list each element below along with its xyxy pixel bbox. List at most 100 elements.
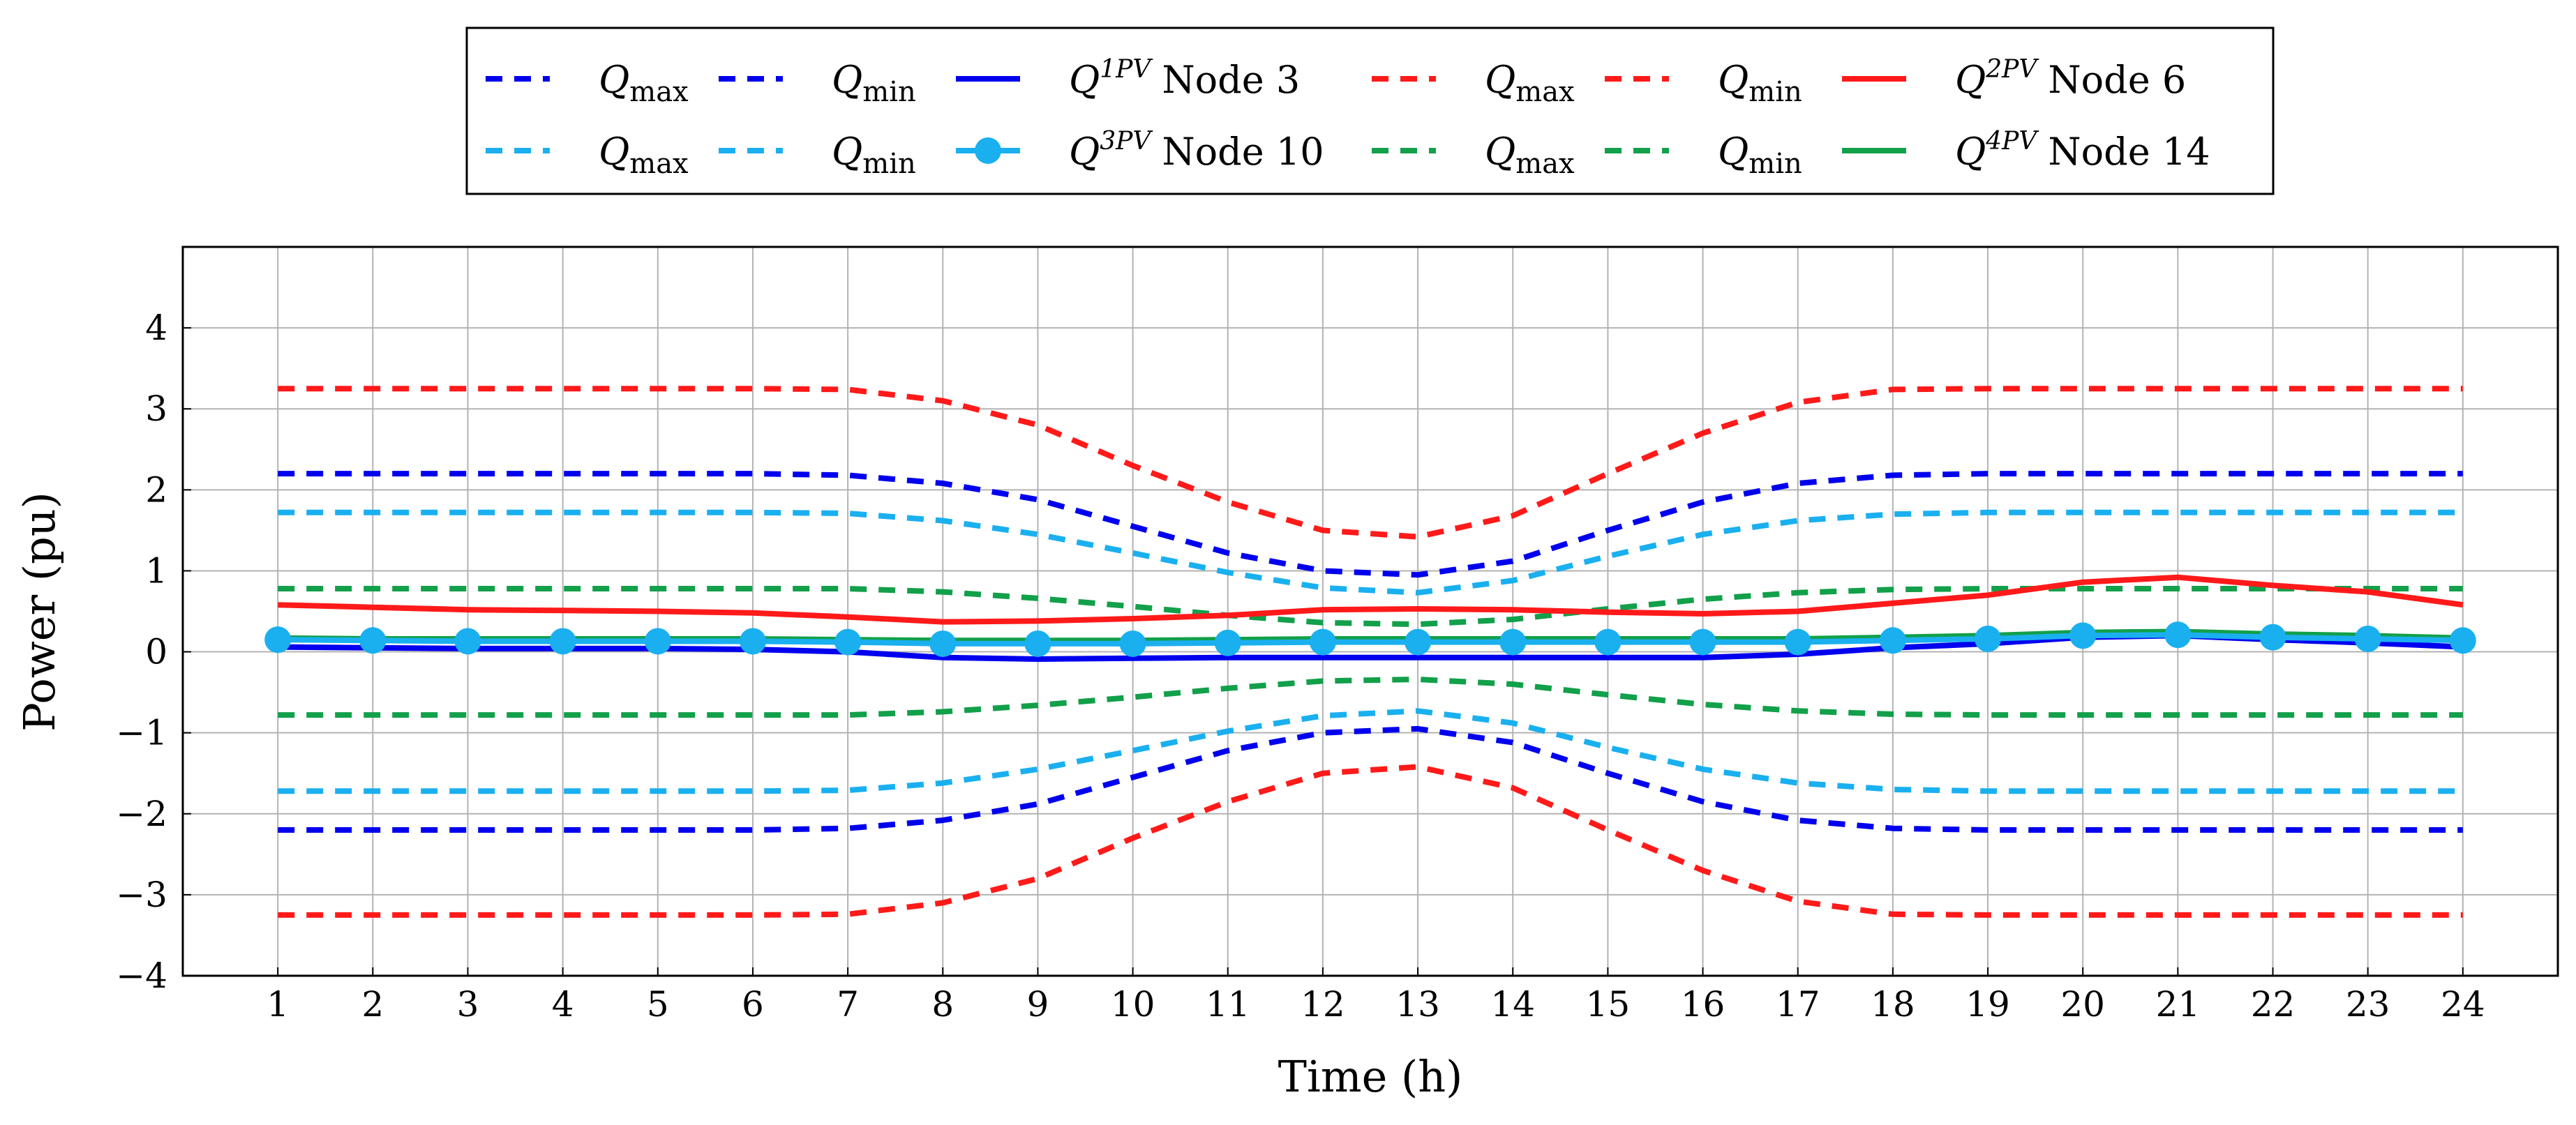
legend-symbol: Q — [832, 130, 862, 174]
series-line-q-min-node-6 — [278, 764, 2463, 918]
legend-entry: Qmax — [486, 58, 689, 108]
legend-subscript: min — [1748, 76, 1802, 108]
x-tick-label: 15 — [1586, 984, 1631, 1025]
x-tick-label: 18 — [1871, 984, 1915, 1025]
series-point-q3pv-node-10-node-10 — [1405, 628, 1432, 656]
x-tick-label: 8 — [931, 984, 954, 1025]
legend-label: Qmin — [832, 58, 916, 108]
legend-subscript: max — [1515, 76, 1575, 108]
legend-label: Qmin — [1718, 58, 1802, 108]
legend-entry: Q3PV Node 10 — [956, 127, 1324, 174]
series-point-q3pv-node-10-node-10 — [2449, 627, 2476, 654]
series-point-q3pv-node-10-node-10 — [739, 628, 766, 655]
x-tick-label: 3 — [457, 984, 479, 1025]
y-axis-title: Power (pu) — [14, 492, 65, 732]
legend-label: Qmax — [1485, 58, 1575, 108]
legend: Qmax Qmin Q1PV Node 3 Qmax Qmin Q2PV Node 6Qmax… — [486, 55, 2210, 180]
series-point-q3pv-node-10-node-10 — [929, 630, 957, 657]
series-line-q-max-node-10 — [278, 509, 2463, 596]
legend-subscript: max — [629, 148, 689, 180]
legend-label: Qmax — [599, 130, 689, 180]
series-point-q3pv-node-10-node-10 — [1499, 628, 1527, 656]
legend-symbol: Q — [1069, 58, 1100, 102]
x-tick-label: 20 — [2060, 984, 2105, 1025]
legend-symbol: Q — [1718, 130, 1748, 174]
legend-symbol: Q — [1955, 130, 1986, 174]
legend-subscript: min — [862, 148, 915, 180]
legend-node-label: Node 14 — [2048, 130, 2210, 174]
series-point-q3pv-node-10-node-10 — [2069, 622, 2097, 649]
series-point-q3pv-node-10-node-10 — [1784, 628, 1811, 656]
legend-superscript: 4PV — [1985, 127, 2039, 156]
series-point-q3pv-node-10-node-10 — [1879, 627, 1906, 654]
legend-node-label: Node 10 — [1162, 130, 1324, 174]
series-point-q3pv-node-10-node-10 — [1024, 630, 1051, 657]
x-tick-label: 2 — [361, 984, 384, 1025]
legend-symbol: Q — [599, 58, 629, 102]
x-tick-label: 4 — [552, 984, 574, 1025]
legend-label: Q1PV Node 3 — [1069, 55, 1300, 102]
x-axis-title: Time (h) — [1278, 1051, 1463, 1102]
series-line-q-min-node-14 — [278, 677, 2463, 718]
series-point-q3pv-node-10-node-10 — [1309, 628, 1336, 656]
series-point-q3pv-node-10-node-10 — [454, 628, 481, 655]
series-point-q3pv-node-10-node-10 — [644, 628, 671, 655]
legend-superscript: 2PV — [1985, 55, 2039, 84]
x-tick-label: 7 — [837, 984, 859, 1025]
legend-node-label: Node 6 — [2048, 58, 2186, 102]
legend-symbol: Q — [1069, 130, 1100, 174]
y-tick-label: 4 — [145, 308, 167, 348]
legend-node-label: Node 3 — [1162, 58, 1300, 102]
legend-symbol: Q — [1955, 58, 1986, 102]
legend-superscript: 3PV — [1100, 127, 1153, 156]
x-tick-label: 24 — [2441, 984, 2485, 1025]
series-point-q3pv-node-10-node-10 — [549, 628, 576, 655]
legend-label: Qmax — [1485, 130, 1575, 180]
legend-symbol: Q — [599, 130, 629, 174]
legend-label: Q2PV Node 6 — [1955, 55, 2186, 102]
x-tick-label: 23 — [2346, 984, 2390, 1025]
y-tick-label: 1 — [145, 550, 167, 591]
series-point-q3pv-node-10-node-10 — [264, 626, 292, 654]
y-tick-label: 0 — [145, 632, 167, 672]
legend-swatch-marker — [975, 137, 1001, 164]
plot-frame — [181, 246, 2559, 977]
x-tick-label: 17 — [1776, 984, 1820, 1025]
x-tick-label: 11 — [1206, 984, 1250, 1025]
x-tick-label: 9 — [1027, 984, 1049, 1025]
y-tick-label: −3 — [116, 875, 167, 915]
series-line-q-min-node-3 — [278, 725, 2463, 833]
x-tick-label: 14 — [1490, 984, 1535, 1025]
legend-symbol: Q — [1485, 58, 1515, 102]
series-point-q3pv-node-10-node-10 — [2164, 621, 2192, 649]
series-line-q-max-node-6 — [278, 386, 2463, 540]
series-point-q3pv-node-10-node-10 — [2354, 625, 2381, 652]
legend-entry: Q4PV Node 14 — [1842, 127, 2210, 174]
legend-entry: Qmax — [486, 130, 689, 180]
series-point-q3pv-node-10-node-10 — [1689, 628, 1716, 656]
legend-subscript: max — [1515, 148, 1575, 180]
series-point-q3pv-node-10-node-10 — [1594, 628, 1622, 656]
legend-entry: Q1PV Node 3 — [956, 55, 1300, 102]
x-tick-label: 13 — [1395, 984, 1440, 1025]
x-tick-label: 22 — [2251, 984, 2296, 1025]
y-tick-label: 2 — [145, 469, 167, 510]
legend-label: Qmax — [599, 58, 689, 108]
y-tick-label: 3 — [145, 388, 167, 429]
legend-entry: Qmax — [1372, 58, 1575, 108]
series-point-q3pv-node-10-node-10 — [2259, 624, 2286, 651]
ticks: 1 2 3 4 5 6 7 8 9 10 11 12 13 14 15 16 17 18 19 20 21 22 23 24−… — [116, 308, 2485, 1025]
legend-entry: Qmax — [1372, 130, 1575, 180]
y-tick-label: −2 — [116, 794, 167, 834]
x-tick-label: 16 — [1681, 984, 1725, 1025]
x-tick-label: 19 — [1965, 984, 2010, 1025]
legend-label: Q4PV Node 14 — [1955, 127, 2210, 174]
series-point-q3pv-node-10-node-10 — [1975, 625, 2002, 652]
series-point-q3pv-node-10-node-10 — [1214, 629, 1241, 656]
legend-entry: Qmin — [719, 58, 916, 108]
series-line-q-max-node-3 — [278, 471, 2463, 578]
series-line-q-max-node-14 — [278, 586, 2463, 628]
legend-subscript: min — [862, 76, 915, 108]
legend-symbol: Q — [1718, 58, 1748, 102]
